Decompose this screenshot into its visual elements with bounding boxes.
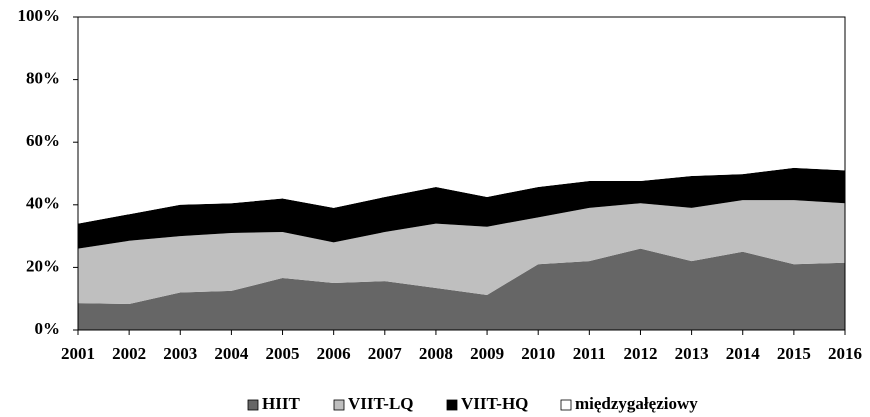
x-tick-label: 2012: [623, 344, 657, 363]
legend-swatch: [560, 399, 572, 411]
y-tick-label: 100%: [18, 6, 61, 25]
legend-label: VIIT-HQ: [461, 394, 528, 413]
y-tick-label: 40%: [26, 194, 60, 213]
area: [78, 167, 845, 249]
x-tick-label: 2009: [470, 344, 504, 363]
x-tick-label: 2003: [163, 344, 197, 363]
x-tick-label: 2011: [573, 344, 606, 363]
legend-swatch: [247, 399, 259, 411]
area: [78, 17, 845, 224]
legend-label: międzygałęziowy: [575, 394, 698, 413]
y-tick-label: 60%: [26, 131, 60, 150]
y-tick-label: 20%: [26, 256, 60, 275]
plot-frame: [77, 16, 846, 331]
y-tick-label: 0%: [35, 319, 61, 338]
x-tick-label: 2014: [726, 344, 761, 363]
x-tick-label: 2005: [266, 344, 300, 363]
x-tick-label: 2016: [828, 344, 862, 363]
x-tick-label: 2008: [419, 344, 453, 363]
x-tick-label: 2002: [112, 344, 146, 363]
legend-swatch: [333, 399, 345, 411]
y-tick-label: 80%: [26, 69, 60, 88]
legend-label: VIIT-LQ: [348, 394, 414, 413]
x-tick-label: 2010: [521, 344, 555, 363]
x-tick-label: 2007: [368, 344, 403, 363]
x-tick-label: 2004: [214, 344, 249, 363]
x-tick-label: 2015: [777, 344, 811, 363]
x-tick-label: 2001: [61, 344, 95, 363]
area: [78, 248, 845, 330]
legend-swatch: [446, 399, 458, 411]
x-tick-label: 2013: [675, 344, 709, 363]
legend-label: HIIT: [262, 394, 300, 413]
x-tick-label: 2006: [317, 344, 351, 363]
area: [78, 200, 845, 305]
